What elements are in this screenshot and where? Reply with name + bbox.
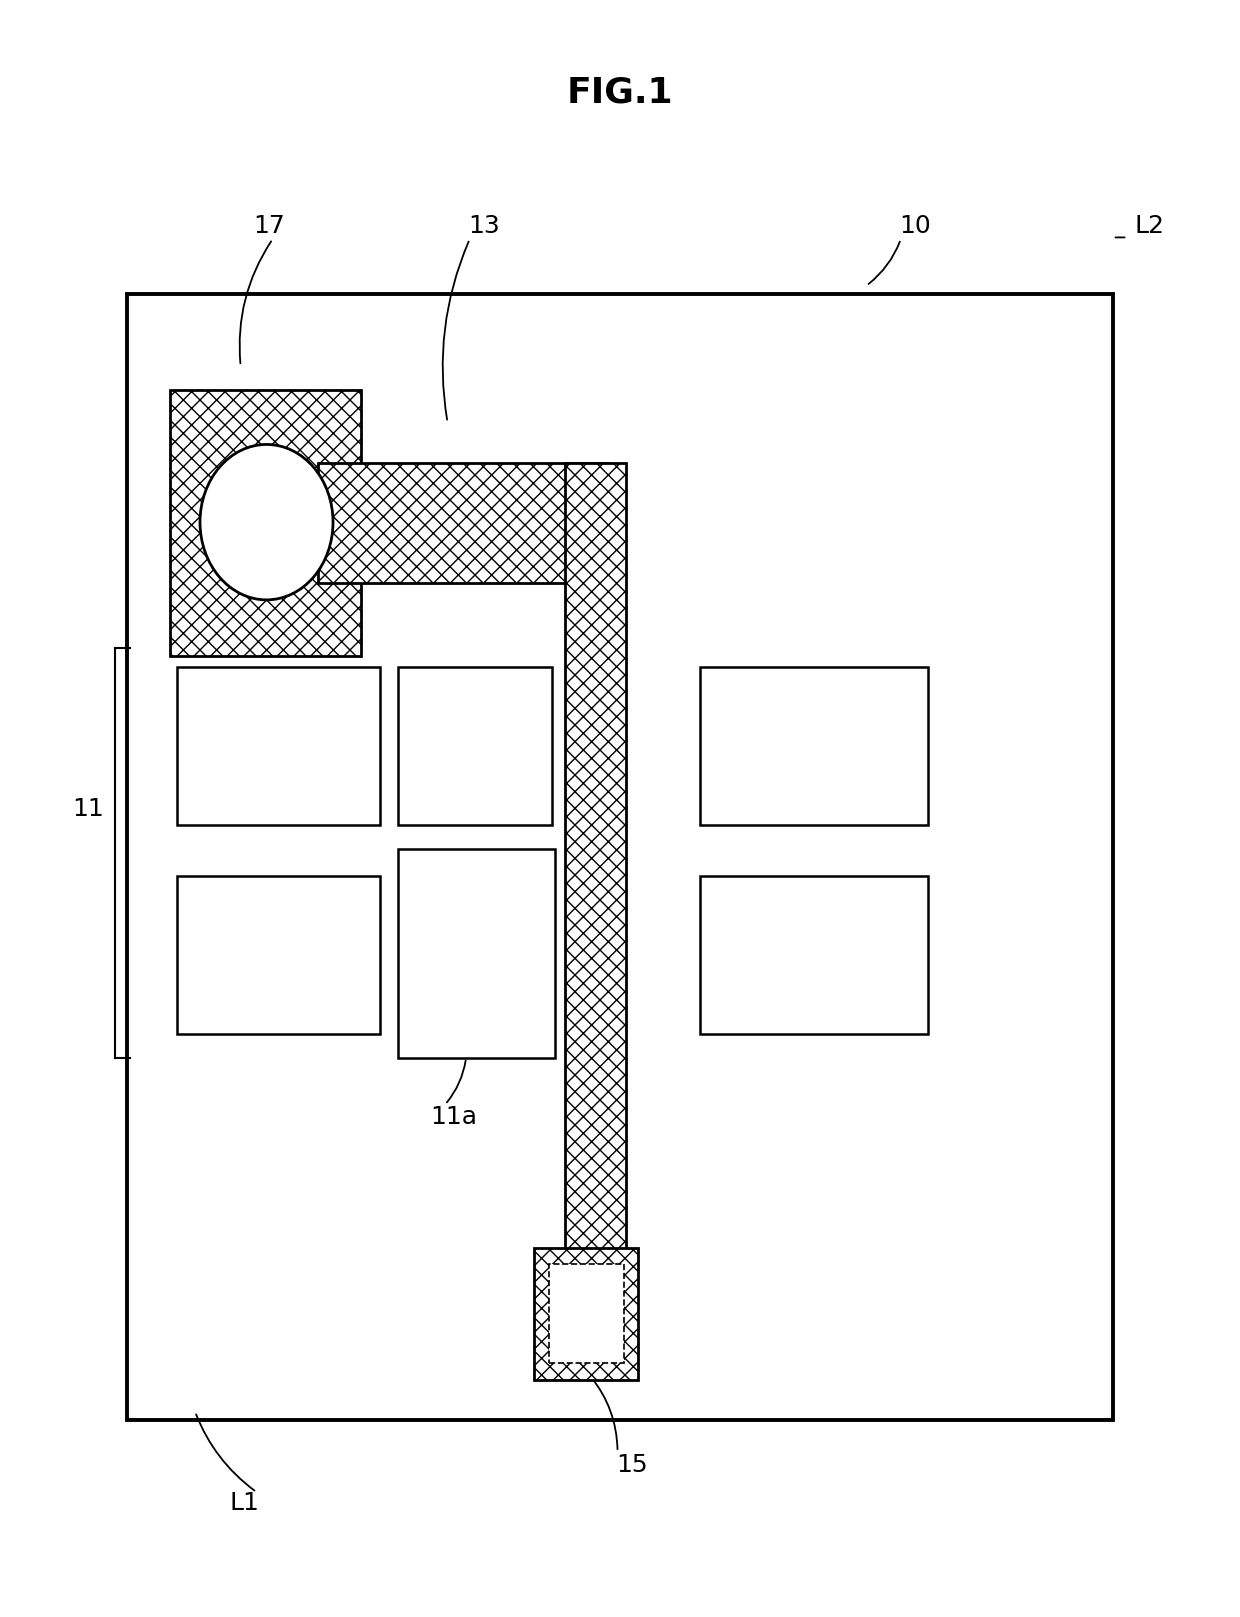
Bar bbox=[548, 1264, 624, 1363]
Bar bbox=[701, 666, 928, 825]
Bar bbox=[398, 666, 552, 825]
Text: A: A bbox=[459, 939, 479, 967]
Bar bbox=[128, 294, 1112, 1420]
Bar bbox=[319, 462, 608, 584]
Text: A: A bbox=[258, 509, 275, 534]
Text: 10: 10 bbox=[900, 213, 931, 238]
Text: 13: 13 bbox=[469, 213, 501, 238]
Text: L2: L2 bbox=[1135, 213, 1164, 238]
Bar bbox=[176, 876, 379, 1033]
Ellipse shape bbox=[200, 445, 334, 600]
Text: 11a: 11a bbox=[430, 1106, 477, 1129]
Bar bbox=[170, 390, 361, 655]
Bar bbox=[564, 462, 626, 1315]
Text: 11: 11 bbox=[72, 797, 104, 820]
Bar bbox=[533, 1248, 639, 1379]
Bar bbox=[176, 666, 379, 825]
Bar bbox=[701, 876, 928, 1033]
Text: L1: L1 bbox=[229, 1491, 259, 1515]
Text: 15: 15 bbox=[616, 1452, 649, 1476]
Bar bbox=[398, 849, 554, 1058]
Text: FIG.1: FIG.1 bbox=[567, 76, 673, 110]
Text: 17: 17 bbox=[253, 213, 285, 238]
